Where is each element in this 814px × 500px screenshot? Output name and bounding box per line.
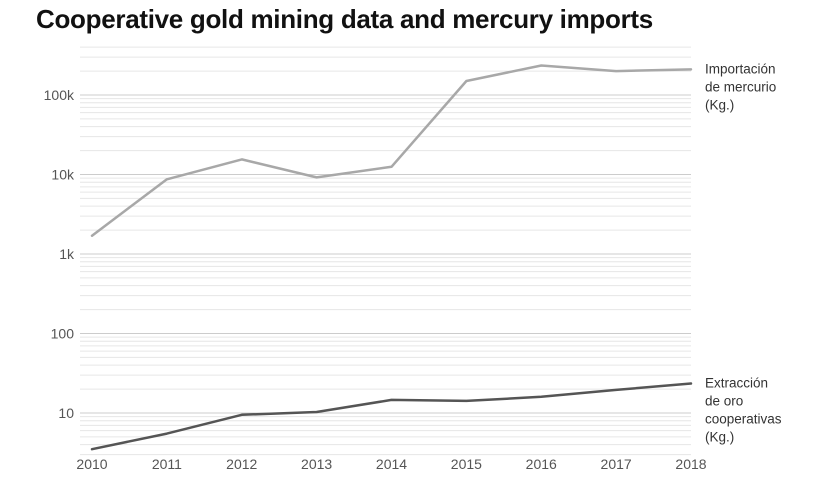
series-label-1: Extracción de oro cooperativas (Kg.) [705,376,782,445]
chart-title: Cooperative gold mining data and mercury… [36,4,653,34]
series-lines [90,64,693,451]
x-tick-label: 2018 [675,456,706,472]
x-tick-label: 2011 [152,456,182,472]
y-axis-tick-labels: 10 100 1k 10k 100k [44,87,75,421]
series-label-line: (Kg.) [705,430,734,445]
y-tick-label: 100 [51,326,75,342]
x-axis-tick-labels: 2010 2011 2012 2013 2014 2015 2016 2017 2018 [76,456,706,472]
x-tick-label: 2014 [376,456,407,472]
x-tick-label: 2016 [526,456,557,472]
x-tick-label: 2010 [76,456,107,472]
series-labels: Importación de mercurio (Kg.) Extracción de … [705,61,782,444]
series-label-line: cooperativas [705,412,782,427]
y-tick-label: 10 [58,405,74,421]
x-tick-label: 2017 [601,456,632,472]
x-tick-label: 2012 [226,456,257,472]
series-label-0: Importación de mercurio (Kg.) [705,61,776,112]
y-tick-label: 10k [51,167,75,183]
series-label-line: Extracción [705,376,768,391]
series-label-line: de mercurio [705,79,776,94]
y-tick-label: 1k [59,246,75,262]
x-tick-label: 2013 [301,456,332,472]
series-label-line: de oro [705,394,743,409]
series-label-line: Importación [705,61,776,76]
grid-lines [80,46,691,456]
series-label-line: (Kg.) [705,97,734,112]
series-line-1 [90,382,693,451]
y-tick-label: 100k [44,87,75,103]
series-line-0 [90,64,693,237]
x-tick-label: 2015 [451,456,482,472]
